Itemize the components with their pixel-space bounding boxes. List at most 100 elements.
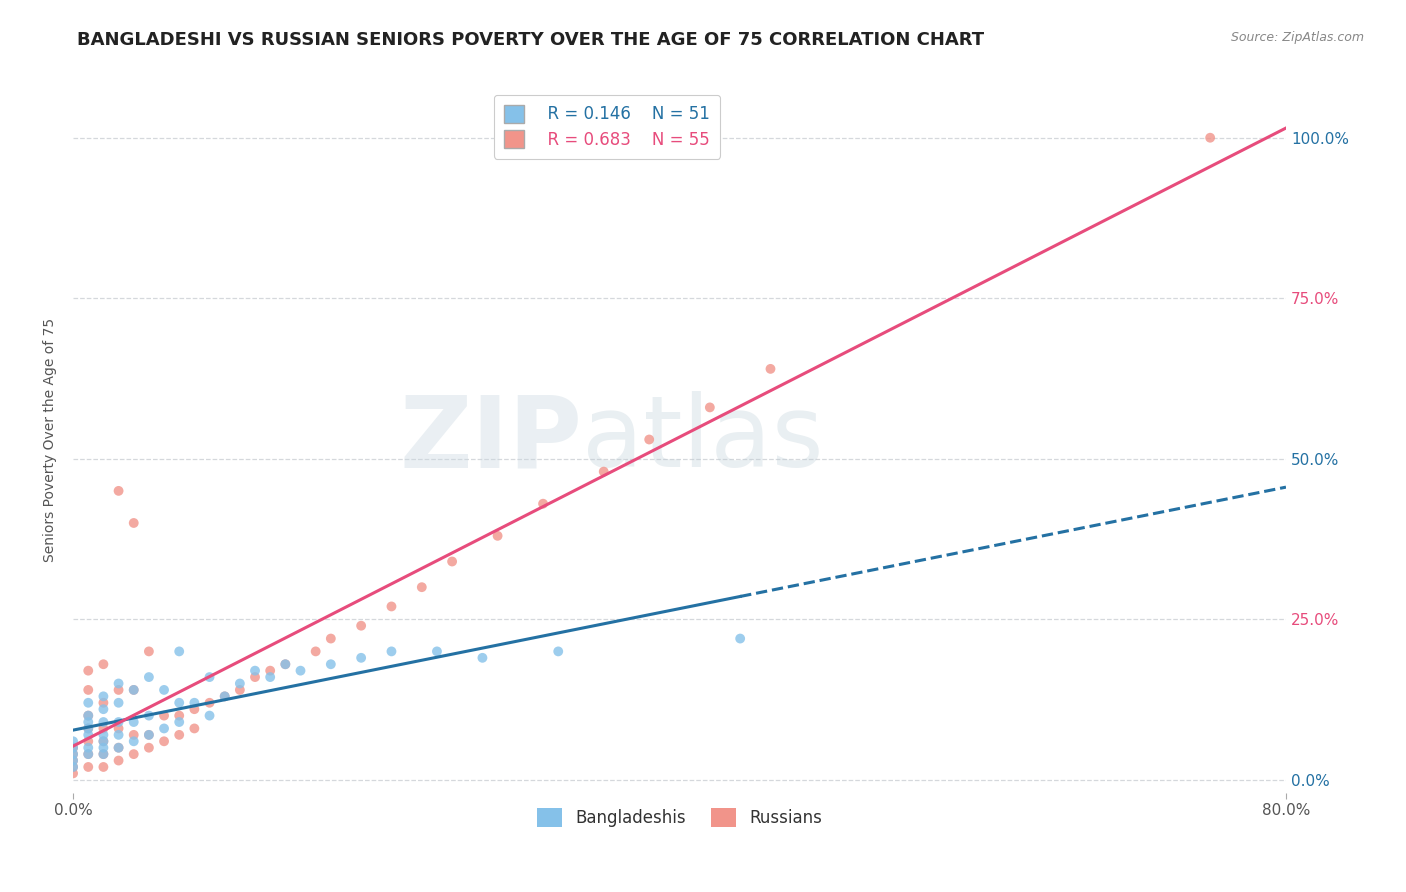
Point [77,740,100,755]
Point [167,644,190,658]
Y-axis label: Seniors Poverty Over the Age of 75: Seniors Poverty Over the Age of 75 [44,318,58,562]
Point [62,760,84,774]
Point [167,708,190,723]
Point [259,670,281,684]
Point [350,650,373,665]
Point [77,747,100,761]
Text: BANGLADESHI VS RUSSIAN SENIORS POVERTY OVER THE AGE OF 75 CORRELATION CHART: BANGLADESHI VS RUSSIAN SENIORS POVERTY O… [77,31,984,49]
Point [93,722,115,736]
Point [107,682,129,697]
Point [93,747,115,761]
Point [183,696,205,710]
Point [62,740,84,755]
Point [441,554,464,568]
Point [319,632,342,646]
Point [167,728,190,742]
Point [77,708,100,723]
Point [93,714,115,729]
Point [259,664,281,678]
Point [426,644,449,658]
Point [93,657,115,672]
Point [229,682,252,697]
Point [93,690,115,704]
Point [107,754,129,768]
Point [93,760,115,774]
Point [77,722,100,736]
Point [699,401,721,415]
Point [638,433,661,447]
Point [167,696,190,710]
Point [122,747,145,761]
Point [77,696,100,710]
Point [214,690,236,704]
Point [290,664,312,678]
Point [486,529,509,543]
Point [62,766,84,780]
Point [243,664,266,678]
Point [62,760,84,774]
Point [759,362,782,376]
Point [77,708,100,723]
Point [122,682,145,697]
Point [122,734,145,748]
Point [77,682,100,697]
Point [243,670,266,684]
Point [122,728,145,742]
Point [77,664,100,678]
Point [319,657,342,672]
Point [107,740,129,755]
Point [107,740,129,755]
Point [107,483,129,498]
Point [77,734,100,748]
Point [1199,130,1222,145]
Point [167,714,190,729]
Point [93,696,115,710]
Point [547,644,569,658]
Point [77,714,100,729]
Point [93,702,115,716]
Point [198,708,221,723]
Point [138,728,160,742]
Point [122,682,145,697]
Point [198,670,221,684]
Point [77,760,100,774]
Point [183,722,205,736]
Point [229,676,252,690]
Point [77,747,100,761]
Point [305,644,328,658]
Point [62,740,84,755]
Point [153,734,176,748]
Point [122,714,145,729]
Point [93,740,115,755]
Point [93,728,115,742]
Point [592,465,614,479]
Point [77,728,100,742]
Point [107,722,129,736]
Point [380,599,402,614]
Point [380,644,402,658]
Point [411,580,433,594]
Text: Source: ZipAtlas.com: Source: ZipAtlas.com [1230,31,1364,45]
Point [138,740,160,755]
Text: atlas: atlas [582,391,824,488]
Point [274,657,297,672]
Point [350,618,373,632]
Point [107,676,129,690]
Point [138,644,160,658]
Point [93,734,115,748]
Point [728,632,751,646]
Legend: Bangladeshis, Russians: Bangladeshis, Russians [530,802,828,834]
Point [93,734,115,748]
Point [107,696,129,710]
Point [198,696,221,710]
Point [107,714,129,729]
Point [274,657,297,672]
Point [183,702,205,716]
Point [122,516,145,530]
Point [62,747,84,761]
Point [138,728,160,742]
Point [77,722,100,736]
Point [531,497,554,511]
Point [138,670,160,684]
Text: ZIP: ZIP [399,391,582,488]
